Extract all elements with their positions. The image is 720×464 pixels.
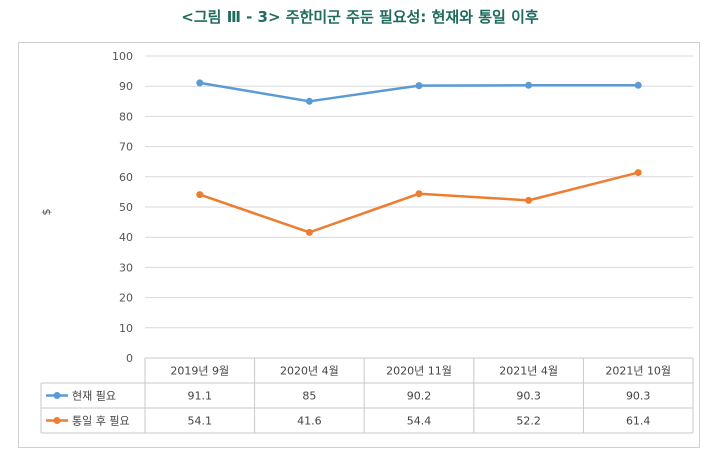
y-tick-label: 10 — [119, 322, 133, 335]
figure-title: <그림 Ⅲ - 3> 주한미군 주둔 필요성: 현재와 통일 이후 — [181, 8, 539, 26]
y-tick-label: 0 — [126, 352, 133, 365]
legend-label: 현재 필요 — [72, 390, 116, 403]
legend-key-marker — [53, 392, 61, 399]
data-table-value: 61.4 — [626, 415, 651, 428]
x-tick-label: 2021년 4월 — [499, 365, 558, 378]
y-tick-label: 60 — [119, 171, 133, 184]
data-table-value: 54.4 — [407, 415, 432, 428]
chart-frame — [18, 42, 700, 448]
data-point — [415, 82, 423, 90]
data-table-value: 85 — [302, 390, 316, 403]
data-table-value: 90.3 — [626, 390, 651, 403]
y-tick-labels: 0 10 20 30 40 50 60 70 80 90 100 — [112, 50, 133, 365]
data-table-value: 52.2 — [516, 415, 541, 428]
data-point — [196, 79, 204, 87]
data-table-value: 90.2 — [407, 390, 432, 403]
y-tick-label: 70 — [119, 141, 133, 154]
data-point — [525, 196, 533, 204]
gridlines — [145, 55, 693, 329]
y-tick-label: 80 — [119, 110, 133, 123]
y-tick-label: 90 — [119, 80, 133, 93]
x-tick-label: 2020년 11월 — [386, 365, 452, 378]
x-tick-label: 2020년 4월 — [280, 365, 339, 378]
data-table-value: 91.1 — [188, 390, 213, 403]
data-point — [634, 169, 642, 177]
x-tick-label: 2019년 9월 — [170, 365, 229, 378]
data-point — [305, 97, 313, 105]
data-table-value: 41.6 — [297, 415, 322, 428]
y-tick-label: 50 — [119, 201, 133, 214]
data-point — [415, 190, 423, 198]
y-tick-label: 30 — [119, 261, 133, 274]
x-tick-label: 2021년 10월 — [605, 365, 671, 378]
data-point — [196, 191, 204, 199]
series-lines — [196, 79, 642, 236]
data-point — [634, 81, 642, 89]
data-point — [305, 228, 313, 236]
series-line — [199, 171, 639, 234]
legend-label: 통일 후 필요 — [72, 414, 130, 428]
y-axis-label: $ — [40, 209, 53, 216]
data-table-value: 90.3 — [516, 390, 541, 403]
legend-key-marker — [53, 417, 61, 424]
data-table-value: 54.1 — [188, 415, 213, 428]
data-table: 2019년 9월 2020년 4월 2020년 11월 2021년 4월 2021년 1… — [40, 357, 694, 434]
y-tick-label: 40 — [119, 231, 133, 244]
y-tick-label: 100 — [112, 50, 133, 63]
data-point — [525, 81, 533, 89]
y-tick-label: 20 — [119, 292, 133, 305]
